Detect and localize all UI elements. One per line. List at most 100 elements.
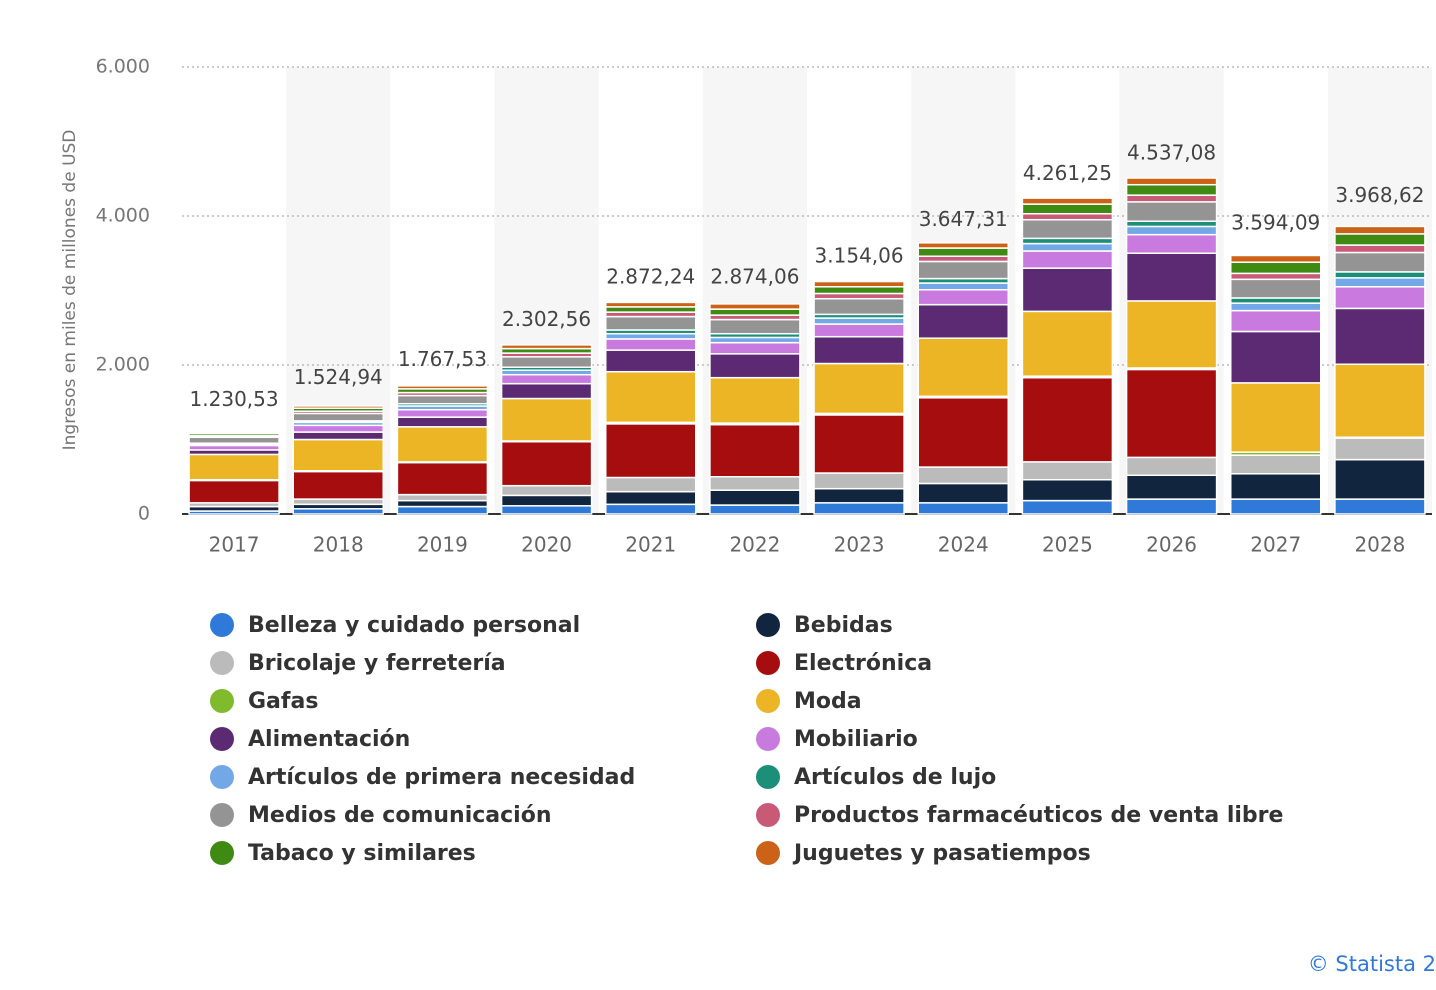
bar-segment (1334, 363, 1426, 439)
x-tick-label: 2027 (1250, 533, 1301, 557)
bar-segment (605, 315, 697, 331)
bar-segment (709, 504, 801, 515)
bar-segment (1125, 252, 1218, 302)
total-label: 1.524,94 (294, 365, 383, 389)
legend-label: Artículos de lujo (794, 765, 996, 790)
bar-segment (1021, 310, 1114, 377)
bar-segment (500, 505, 593, 515)
total-label: 3.594,09 (1231, 211, 1320, 235)
bar-segment (1230, 473, 1322, 500)
bar-segment (1230, 454, 1322, 475)
legend-label: Bricolaje y ferretería (248, 651, 506, 676)
bar-segment (1230, 498, 1322, 515)
source[interactable]: © Statista 2 (1308, 952, 1436, 976)
bar-segment (1230, 278, 1322, 299)
total-label: 4.261,25 (1023, 161, 1112, 185)
bar-segment (1021, 267, 1114, 313)
bar-segment (709, 341, 801, 355)
x-tick-label: 2026 (1146, 533, 1197, 557)
bar-segment (500, 344, 593, 350)
legend-marker (210, 841, 234, 865)
bar-segment (917, 397, 1009, 468)
bar-segment (292, 498, 384, 506)
bar-segment (1334, 271, 1426, 279)
bar-segment (813, 323, 905, 338)
bar-segment (917, 289, 1009, 306)
bar-segment (1021, 250, 1114, 269)
bar-segment (709, 353, 801, 379)
bar-segment (605, 490, 697, 506)
legend-label: Artículos de primera necesidad (248, 765, 635, 790)
total-label: 3.647,31 (919, 207, 1008, 231)
bar-segment (813, 317, 905, 325)
total-label: 4.537,08 (1127, 140, 1216, 164)
bar-segment (1230, 261, 1322, 275)
legend-marker (210, 727, 234, 751)
bar-segment (188, 479, 280, 504)
bar-segment (396, 505, 489, 515)
bar-segment (1021, 197, 1114, 205)
total-label: 2.874,06 (710, 264, 799, 288)
legend-label: Tabaco y similares (248, 841, 476, 866)
bar-segment (396, 426, 489, 463)
legend-label: Bebidas (794, 613, 893, 638)
bar-segment (1125, 194, 1218, 203)
legend-marker (756, 765, 780, 789)
bar-segment (396, 461, 489, 496)
bar-segment (292, 508, 384, 515)
bar-segment (605, 306, 697, 313)
bar-segment (1021, 461, 1114, 481)
bar-segment (917, 247, 1009, 257)
bar-segment (813, 414, 905, 474)
bar-segment (500, 440, 593, 487)
x-tick-label: 2021 (625, 533, 676, 557)
total-label: 3.154,06 (815, 244, 904, 268)
bar-segment (1230, 297, 1322, 304)
y-tick-label: 4.000 (96, 205, 150, 227)
bar-segment (1230, 254, 1322, 263)
bar-segment (1021, 478, 1114, 502)
bar-segment (917, 255, 1009, 263)
bar-segment (1334, 233, 1426, 246)
bar-segment (188, 431, 280, 435)
bar-segment (1021, 218, 1114, 240)
x-tick-label: 2017 (209, 533, 260, 557)
bar-segment (1125, 183, 1218, 196)
legend-marker (210, 803, 234, 827)
bar-segment (813, 297, 905, 316)
legend-label: Moda (794, 689, 862, 714)
bar-segment (709, 423, 801, 478)
bar-segment (1125, 201, 1218, 222)
y-tick-label: 2.000 (96, 354, 150, 376)
x-tick-label: 2025 (1042, 533, 1093, 557)
bar-segment (500, 484, 593, 497)
bar-segment (292, 412, 384, 422)
bar-segment (1021, 242, 1114, 252)
y-axis-label: Ingresos en miles de millones de USD (60, 130, 80, 451)
bar-segment (1230, 302, 1322, 312)
total-label: 3.968,62 (1335, 183, 1424, 207)
bar-segment (396, 408, 489, 418)
x-tick-label: 2023 (834, 533, 885, 557)
bar-segment (605, 423, 697, 479)
bar-segment (1125, 456, 1218, 477)
bar-segment (917, 303, 1009, 339)
bar-segment (1021, 213, 1114, 221)
x-tick-label: 2020 (521, 533, 572, 557)
bar-segment (813, 292, 905, 300)
legend-marker (756, 841, 780, 865)
bar-segment (396, 394, 489, 405)
legend-label: Gafas (248, 689, 318, 714)
bar-segment (709, 489, 801, 506)
bar-segment (292, 431, 384, 441)
total-label: 2.872,24 (606, 265, 695, 289)
bar-segment (1334, 225, 1426, 235)
bar-segment (396, 493, 489, 502)
bar-segment (709, 336, 801, 344)
bar-segment (500, 494, 593, 507)
bar-segment (292, 424, 384, 433)
bar-segment (292, 405, 384, 409)
bar-segment (813, 362, 905, 415)
legend-marker (210, 765, 234, 789)
y-tick-label: 0 (138, 503, 150, 525)
